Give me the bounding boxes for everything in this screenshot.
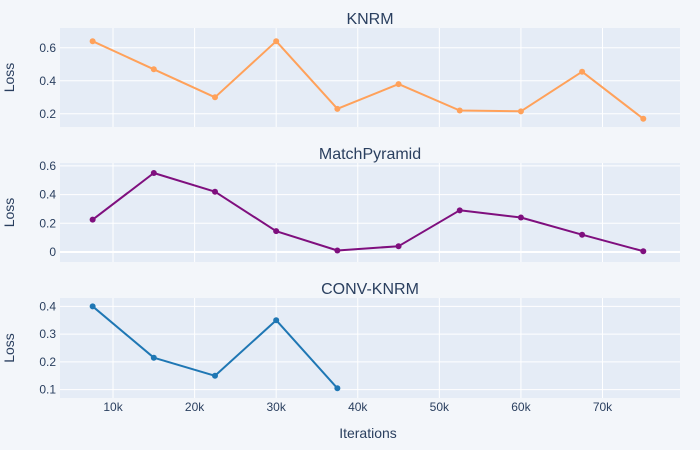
data-point [395,243,402,250]
data-point [640,115,647,122]
y-tick-label: 0.4 [39,299,56,313]
series-line [92,40,644,120]
data-point [89,303,96,310]
data-point [395,81,402,88]
data-point [517,108,524,115]
y-tick-label: 0.6 [39,159,56,173]
y-tick-label: 0.2 [39,107,56,121]
x-tick-label: 40k [348,400,368,414]
data-point [150,170,157,177]
data-point [579,231,586,238]
y-tick-label: 0.4 [39,74,56,88]
data-point [212,372,218,379]
x-tick-label: 50k [430,400,450,414]
data-point [334,385,341,392]
y-tick-label: 0.3 [39,327,56,341]
data-point [334,105,341,112]
data-point [640,248,647,255]
data-point [150,354,157,361]
data-point [212,94,218,101]
x-axis-title: Iterations [339,425,397,441]
data-point [579,68,586,75]
y-axis-title: Loss [1,63,17,93]
y-tick-label: 0 [49,245,56,259]
y-tick-label: 0.2 [39,355,56,369]
x-tick-label: 70k [593,400,613,414]
y-tick-label: 0.2 [39,216,56,230]
x-tick-label: 20k [185,400,205,414]
data-point [273,228,280,235]
data-point [456,207,463,214]
y-tick-label: 0.6 [39,41,56,55]
data-point [89,216,96,223]
data-point [89,38,96,45]
data-point [273,38,280,45]
plot-area [60,163,680,262]
y-axis-title: Loss [1,333,17,363]
data-point [456,107,463,114]
data-point [273,317,280,324]
y-axis-title: Loss [1,198,17,228]
plot-area [60,28,680,127]
series-line [91,172,644,253]
subplot-3: 0.1 0.2 0.3 0.4 CONV-KNRM Loss [1,281,680,398]
x-tick-label: 10k [103,400,123,414]
y-tick-label: 0.1 [39,383,56,397]
data-point [334,247,341,254]
y-tick-label: 0.4 [39,188,56,202]
subplot-title: MatchPyramid [319,146,421,163]
plot-area [60,298,680,398]
subplot-1: 0.2 0.4 0.6 KNRM Loss [1,11,680,127]
x-tick-label: 30k [267,400,287,414]
x-tick-label: 60k [511,400,531,414]
subplot-title: CONV-KNRM [321,281,419,298]
subplot-2: 0 0.2 0.4 0.6 MatchPyramid Loss [1,146,680,262]
data-point [517,214,524,221]
subplot-title: KNRM [346,11,393,28]
data-point [150,66,157,73]
data-point [212,188,218,195]
